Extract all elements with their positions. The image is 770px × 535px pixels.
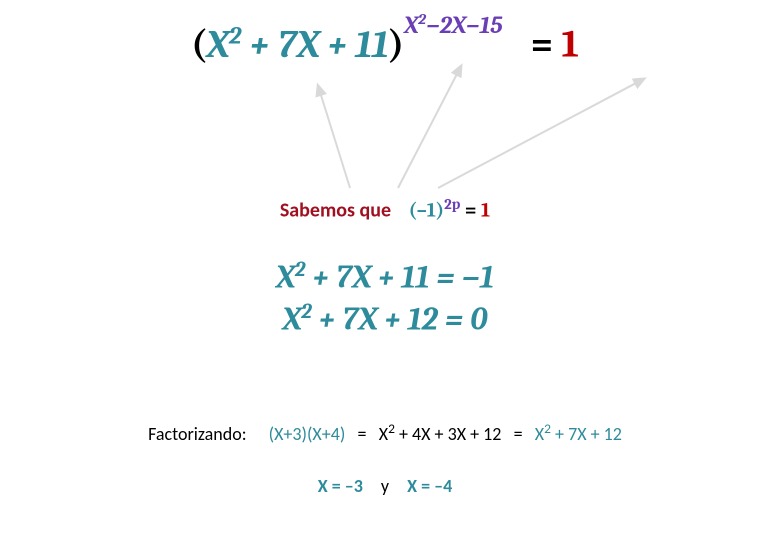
expansion: X2 + 4X + 3X + 12 [379,423,502,445]
solution-2: X = –4 [407,475,452,497]
solutions: X = –3 y X = –4 [0,475,770,497]
arrow-to-exponent [398,72,458,188]
result-one: 1 [561,23,578,67]
arrow-to-one [438,82,638,188]
eq-2: = [501,423,534,445]
squared: 2 [229,22,242,50]
factor-2: (X+4) [307,423,345,445]
arrow-to-base [320,92,350,188]
known-one: 1 [481,199,490,222]
factoring-label: Factorizando: [148,423,246,445]
base-term: X2 + 7X + 11 [207,23,389,67]
eq-1: = [345,423,378,445]
derived-equation-1: X2 + 7X + 11 = −1 [0,258,770,296]
factoring-line: Factorizando: (X+3)(X+4) = X2 + 4X + 3X … [0,420,770,445]
exponent: X2−2X−15 [404,11,503,39]
main-equation: (X2 + 7X + 11)X2−2X−15= 1 [0,20,770,67]
solution-1: X = –3 [318,475,363,497]
and-connector: y [381,475,389,497]
close-paren: ) [389,23,405,67]
known-identity: Sabemos que (–1)2p = 1 [0,195,770,223]
factor-result: X2 + 7X + 12 [535,423,622,445]
known-label: Sabemos que [280,199,391,223]
factor-1: (X+3) [269,423,307,445]
derived-equation-2: X2 + 7X + 12 = 0 [0,300,770,338]
known-base: (–1) [409,199,445,222]
open-paren: ( [191,23,207,67]
equals-sign: = [531,23,562,67]
known-equals: = [460,199,481,222]
known-exponent: 2p [444,195,460,213]
